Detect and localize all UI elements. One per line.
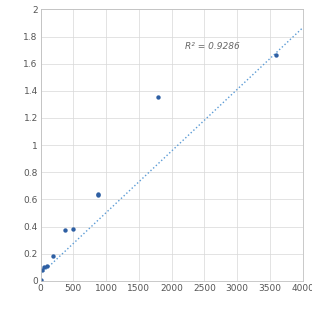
- Point: [95, 191, 100, 196]
- Point: [40, 267, 45, 272]
- Point: [41, 265, 46, 270]
- Point: [95, 193, 100, 198]
- Point: [71, 226, 76, 231]
- Point: [50, 253, 55, 258]
- Text: R² = 0.9286: R² = 0.9286: [185, 42, 239, 51]
- Point: [156, 95, 161, 100]
- Point: [38, 278, 43, 283]
- Point: [63, 228, 68, 233]
- Point: [44, 263, 49, 268]
- Point: [274, 53, 279, 58]
